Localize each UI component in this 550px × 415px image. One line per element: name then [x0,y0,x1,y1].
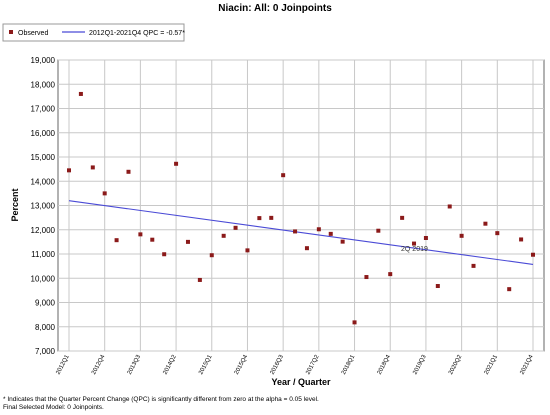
observed-point [221,233,226,238]
y-tick-label: 18,000 [31,80,56,89]
observed-point [245,248,250,253]
observed-point [447,204,452,209]
x-tick-label: 2018Q1 [341,354,357,376]
observed-point [162,252,167,257]
y-tick-label: 12,000 [31,226,56,235]
x-tick-label: 2021Q4 [519,354,535,376]
trend-line [68,200,534,265]
observed-point [67,168,71,173]
point-annotation: 2Q 2019 [401,246,428,253]
observed-point [78,91,83,96]
legend-observed-marker [9,30,13,34]
y-axis-ticks: 7,000 8,000 9,000 10,000 11,000 12,000 13,000 1… [31,56,56,356]
y-axis-title: Percent [10,188,20,221]
y-tick-label: 19,000 [31,56,56,65]
observed-point [197,277,202,282]
observed-point [352,320,357,325]
x-tick-label: 2021Q1 [484,354,500,376]
x-tick-label: 2012Q1 [55,354,71,376]
observed-point [471,263,476,268]
x-axis-ticks: 2012Q1 2012Q4 2013Q3 2014Q2 2015Q1 2015Q4 2016… [55,354,535,376]
y-tick-label: 17,000 [31,105,56,114]
observed-point [423,235,428,240]
y-tick-label: 15,000 [31,153,56,162]
observed-point [459,233,464,238]
legend-observed-label: Observed [18,30,48,37]
x-tick-label: 2018Q4 [377,354,393,376]
observed-point [507,287,512,292]
observed-point [102,191,107,196]
observed-point [412,241,417,246]
x-tick-label: 2015Q4 [234,354,250,376]
trend-line-layer [68,200,534,265]
x-tick-label: 2012Q4 [91,354,107,376]
observed-point [269,215,274,220]
annotations: 2Q 2019 [401,246,428,253]
legend: Observed 2012Q1-2021Q4 QPC = -0.57* [2,23,185,42]
observed-point [138,232,143,237]
legend-frame [2,23,185,42]
observed-point [495,231,500,236]
x-tick-label: 2014Q2 [163,354,179,376]
y-tick-label: 14,000 [31,177,56,186]
x-tick-label: 2016Q3 [270,354,286,376]
observed-point [519,237,524,242]
observed-point [483,221,488,226]
observed-point [233,225,238,230]
observed-point [150,237,155,242]
footnote-model: Final Selected Model: 0 Joinpoints. [3,404,104,411]
observed-point [90,165,95,170]
chart-title: Niacin: All: 0 Joinpoints [218,3,332,14]
observed-point [209,253,214,258]
x-tick-label: 2013Q3 [127,354,143,376]
observed-point [364,275,369,280]
observed-point [400,215,405,220]
x-tick-label: 2019Q3 [412,354,428,376]
y-tick-label: 9,000 [35,299,56,308]
observed-point [174,161,179,166]
observed-point [304,246,309,251]
y-tick-label: 7,000 [35,347,56,356]
y-tick-label: 10,000 [31,274,56,283]
x-axis-title: Year / Quarter [271,377,331,387]
y-tick-label: 16,000 [31,129,56,138]
observed-point [114,238,119,243]
y-tick-label: 13,000 [31,202,56,211]
x-tick-label: 2017Q2 [305,354,321,376]
observed-point [257,216,262,221]
x-tick-label: 2020Q2 [448,354,464,376]
observed-point [293,229,298,234]
y-tick-label: 8,000 [35,323,56,332]
y-tick-label: 11,000 [31,250,55,259]
x-tick-label: 2015Q1 [198,354,214,376]
observed-point [388,272,393,277]
footnote-significance: * Indicates that the Quarter Percent Cha… [3,396,319,403]
observed-point [185,239,190,244]
observed-point [340,239,345,244]
observed-point [316,227,321,232]
observed-points [67,91,535,325]
observed-point [435,284,440,289]
observed-point [328,231,333,236]
observed-point [376,228,381,233]
observed-point [126,169,131,174]
legend-trend-label: 2012Q1-2021Q4 QPC = -0.57* [89,30,185,37]
observed-point [281,173,286,178]
observed-point [531,252,535,257]
